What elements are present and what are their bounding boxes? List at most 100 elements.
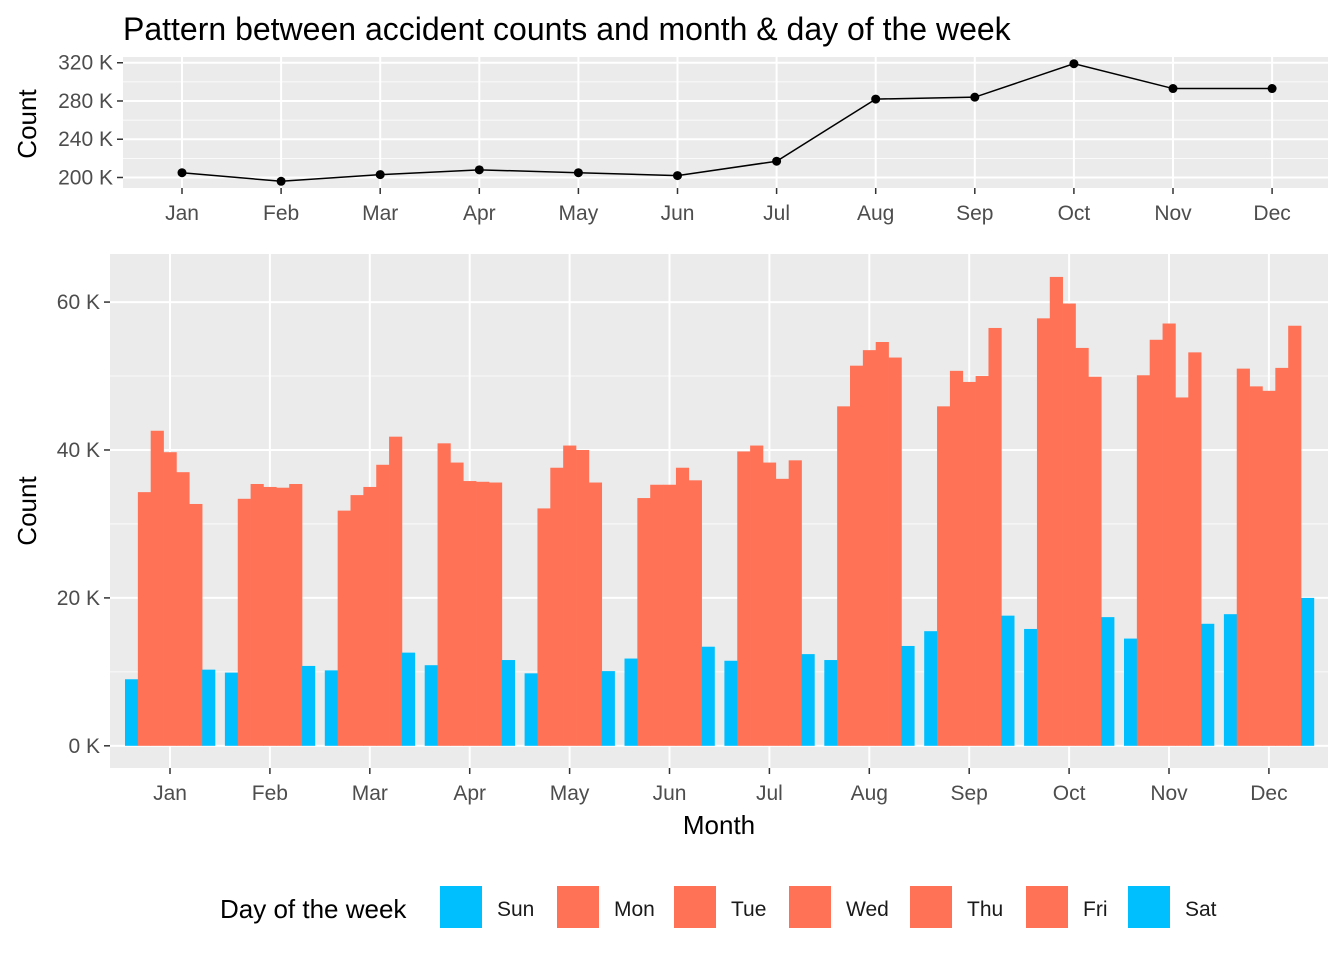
bar bbox=[1288, 325, 1302, 746]
line-point bbox=[871, 94, 881, 104]
bar bbox=[1101, 617, 1115, 746]
line-y-tick-label: 200 K bbox=[58, 166, 113, 189]
bar bbox=[875, 342, 889, 746]
bar bbox=[524, 673, 538, 746]
bar-y-tick-label: 60 K bbox=[57, 291, 100, 314]
bar bbox=[537, 508, 551, 746]
bar bbox=[975, 376, 989, 746]
bar bbox=[788, 460, 802, 746]
bar bbox=[937, 406, 951, 746]
bar bbox=[949, 370, 964, 746]
bar bbox=[1001, 615, 1015, 746]
bar bbox=[801, 654, 815, 746]
bar-x-tick-label: Dec bbox=[1250, 782, 1287, 805]
bar-y-axis-title: Count bbox=[12, 476, 42, 546]
bar-y-axis: 0 K 20 K 40 K 60 K bbox=[57, 291, 110, 758]
bar bbox=[850, 365, 864, 746]
legend-items: Sun Mon Tue Wed Thu Fri Sat bbox=[440, 886, 1217, 928]
bar bbox=[724, 660, 738, 746]
bar bbox=[250, 484, 264, 746]
bar bbox=[263, 486, 277, 746]
legend-title: Day of the week bbox=[220, 894, 407, 924]
bar bbox=[576, 449, 590, 746]
bar bbox=[1249, 386, 1263, 746]
bar-x-tick-label: Jul bbox=[756, 782, 783, 805]
bar bbox=[663, 484, 677, 746]
bar bbox=[137, 492, 152, 746]
bar bbox=[901, 645, 915, 746]
bar-x-tick-label: Apr bbox=[453, 782, 486, 805]
bar-x-tick-label: Nov bbox=[1150, 782, 1188, 805]
bar-series bbox=[125, 276, 1315, 746]
bar bbox=[1062, 303, 1076, 746]
bar bbox=[688, 480, 702, 746]
line-x-tick-label: Dec bbox=[1253, 202, 1290, 225]
bar bbox=[988, 327, 1002, 746]
bar bbox=[302, 665, 316, 746]
legend-swatch bbox=[910, 886, 952, 928]
bar bbox=[1124, 638, 1138, 746]
line-x-tick-label: Nov bbox=[1154, 202, 1192, 225]
bar bbox=[1201, 623, 1215, 746]
bar bbox=[224, 672, 239, 746]
bar-x-tick-label: Oct bbox=[1053, 782, 1086, 805]
bar bbox=[1223, 614, 1238, 746]
legend-swatch bbox=[557, 886, 599, 928]
bar bbox=[337, 510, 351, 746]
bar-y-tick-label: 20 K bbox=[57, 587, 100, 610]
bar bbox=[862, 350, 877, 746]
bar bbox=[202, 669, 216, 746]
bar bbox=[824, 660, 838, 746]
bar bbox=[1262, 390, 1276, 746]
line-point bbox=[375, 170, 385, 180]
bar bbox=[476, 481, 490, 746]
bar bbox=[650, 484, 664, 746]
bar bbox=[624, 658, 638, 746]
bar bbox=[1024, 628, 1038, 746]
bar-x-tick-label: Aug bbox=[851, 782, 888, 805]
bar bbox=[176, 472, 190, 746]
bar bbox=[1236, 368, 1250, 746]
bar bbox=[1149, 339, 1163, 746]
bar bbox=[1188, 352, 1202, 746]
bar-chart: 0 K 20 K 40 K 60 K Jan Feb Mar Apr May Jun Jul Aug… bbox=[12, 254, 1328, 840]
line-panel-background bbox=[123, 57, 1328, 188]
bar bbox=[775, 478, 789, 746]
legend-label: Tue bbox=[731, 898, 766, 921]
bar bbox=[125, 679, 139, 746]
line-series bbox=[177, 59, 1277, 186]
bar bbox=[588, 482, 603, 746]
line-x-tick-label: Apr bbox=[463, 202, 496, 225]
bar bbox=[350, 495, 364, 746]
legend-swatch bbox=[1128, 886, 1170, 928]
bar bbox=[924, 631, 938, 746]
line-point bbox=[970, 92, 980, 102]
bar bbox=[1049, 276, 1063, 746]
legend-label: Thu bbox=[967, 898, 1003, 921]
line-point bbox=[177, 168, 187, 178]
bar-x-tick-label: Jun bbox=[653, 782, 687, 805]
bar bbox=[237, 498, 251, 746]
line-point bbox=[474, 165, 484, 175]
bar bbox=[363, 486, 377, 746]
legend-label: Fri bbox=[1083, 898, 1108, 921]
bar bbox=[888, 357, 902, 746]
bar bbox=[1301, 597, 1315, 746]
bar-y-tick-label: 0 K bbox=[68, 735, 100, 758]
bar-x-axis-title: Month bbox=[683, 810, 755, 840]
legend-label: Mon bbox=[614, 898, 655, 921]
bar bbox=[737, 451, 751, 746]
line-x-tick-label: May bbox=[559, 202, 599, 225]
bar bbox=[1075, 347, 1089, 746]
bar bbox=[1162, 323, 1176, 746]
line-x-tick-label: Jul bbox=[763, 202, 790, 225]
bar bbox=[563, 445, 577, 746]
bar bbox=[750, 445, 764, 746]
legend-swatch bbox=[1026, 886, 1068, 928]
line-point bbox=[772, 156, 782, 166]
bar bbox=[1036, 318, 1051, 746]
bar bbox=[289, 484, 303, 746]
legend-label: Wed bbox=[846, 898, 889, 921]
bar bbox=[501, 660, 515, 746]
